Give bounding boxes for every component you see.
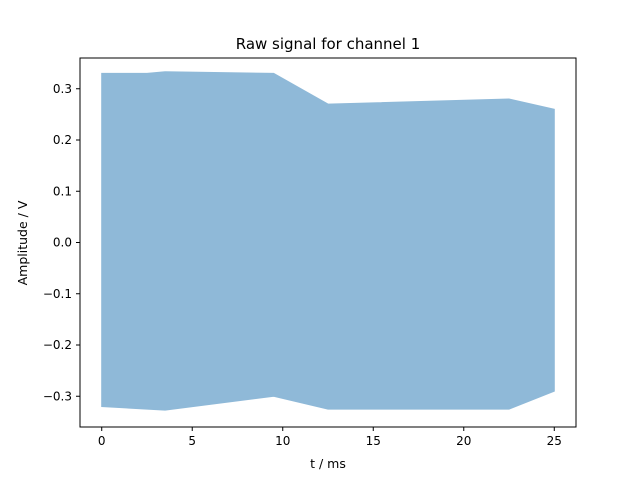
chart-title: Raw signal for channel 1 xyxy=(236,35,421,53)
x-tick-label: 5 xyxy=(188,434,196,448)
y-tick-label: 0.0 xyxy=(53,236,72,250)
y-tick-label: 0.3 xyxy=(53,82,72,96)
x-tick-label: 0 xyxy=(98,434,106,448)
y-axis-ticks: −0.3 −0.2 −0.1 0.0 0.1 0.2 0.3 xyxy=(43,82,80,403)
x-tick-label: 25 xyxy=(547,434,562,448)
y-tick-label: −0.3 xyxy=(43,389,72,403)
x-axis-ticks: 0 5 10 15 20 25 xyxy=(98,427,562,448)
signal-series xyxy=(101,71,555,411)
plot-area xyxy=(101,71,555,411)
x-tick-label: 20 xyxy=(456,434,471,448)
x-axis-label: t / ms xyxy=(310,456,346,471)
y-axis-label: Amplitude / V xyxy=(15,200,30,285)
y-tick-label: 0.1 xyxy=(53,184,72,198)
axes-frame xyxy=(79,57,577,428)
x-tick-label: 10 xyxy=(275,434,290,448)
y-tick-label: −0.1 xyxy=(43,287,72,301)
x-tick-label: 15 xyxy=(366,434,381,448)
y-tick-label: 0.2 xyxy=(53,133,72,147)
y-tick-label: −0.2 xyxy=(43,338,72,352)
